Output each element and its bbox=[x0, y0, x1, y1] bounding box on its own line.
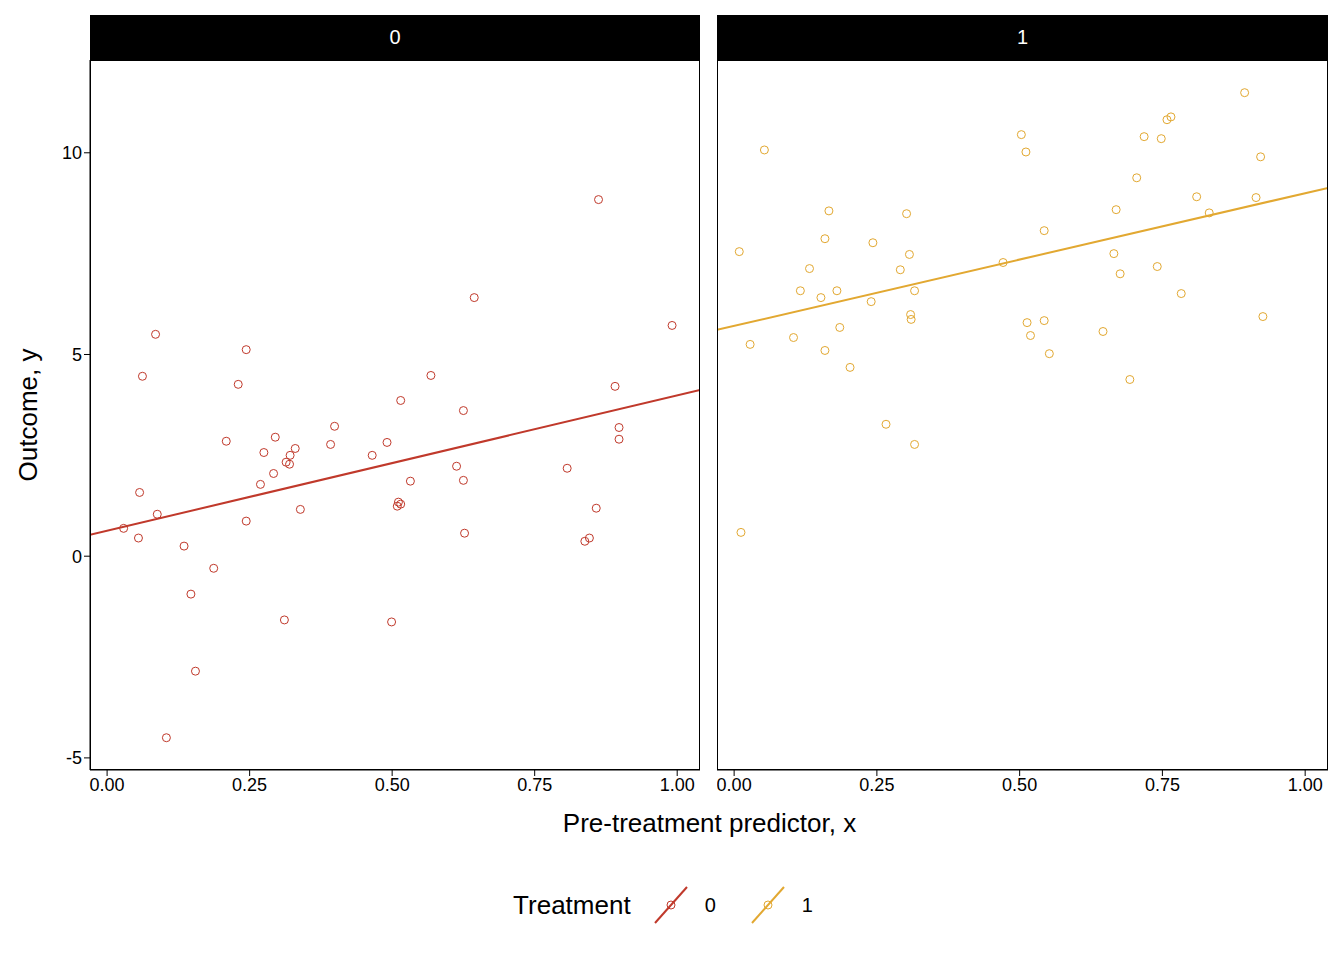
svg-text:0.00: 0.00 bbox=[90, 775, 125, 795]
svg-text:0.25: 0.25 bbox=[232, 775, 267, 795]
svg-text:0.75: 0.75 bbox=[517, 775, 552, 795]
html-text:Pre-treatment predictor, x: Pre-treatment predictor, x bbox=[562, 808, 857, 838]
html-text:Outcome, y: Outcome, y bbox=[12, 348, 43, 482]
svg-text:0: 0 bbox=[72, 547, 82, 567]
html-text:0: 0 bbox=[389, 26, 401, 48]
svg-text:1.00: 1.00 bbox=[1288, 775, 1323, 795]
html-text:1: 1 bbox=[1016, 26, 1029, 48]
svg-text:5: 5 bbox=[72, 345, 82, 365]
svg-text:0.75: 0.75 bbox=[1145, 775, 1180, 795]
html-text:Treatment: Treatment bbox=[513, 889, 631, 920]
svg-text:0.50: 0.50 bbox=[1002, 775, 1037, 795]
svg-text:0.00: 0.00 bbox=[717, 775, 752, 795]
svg-text:1.00: 1.00 bbox=[660, 775, 695, 795]
html-text:1: 1 bbox=[801, 893, 813, 916]
svg-text:0.50: 0.50 bbox=[375, 775, 410, 795]
html-text:0: 0 bbox=[704, 893, 716, 916]
svg-text:-5: -5 bbox=[66, 748, 82, 768]
svg-text:10: 10 bbox=[62, 143, 82, 163]
svg-text:0.25: 0.25 bbox=[859, 775, 894, 795]
